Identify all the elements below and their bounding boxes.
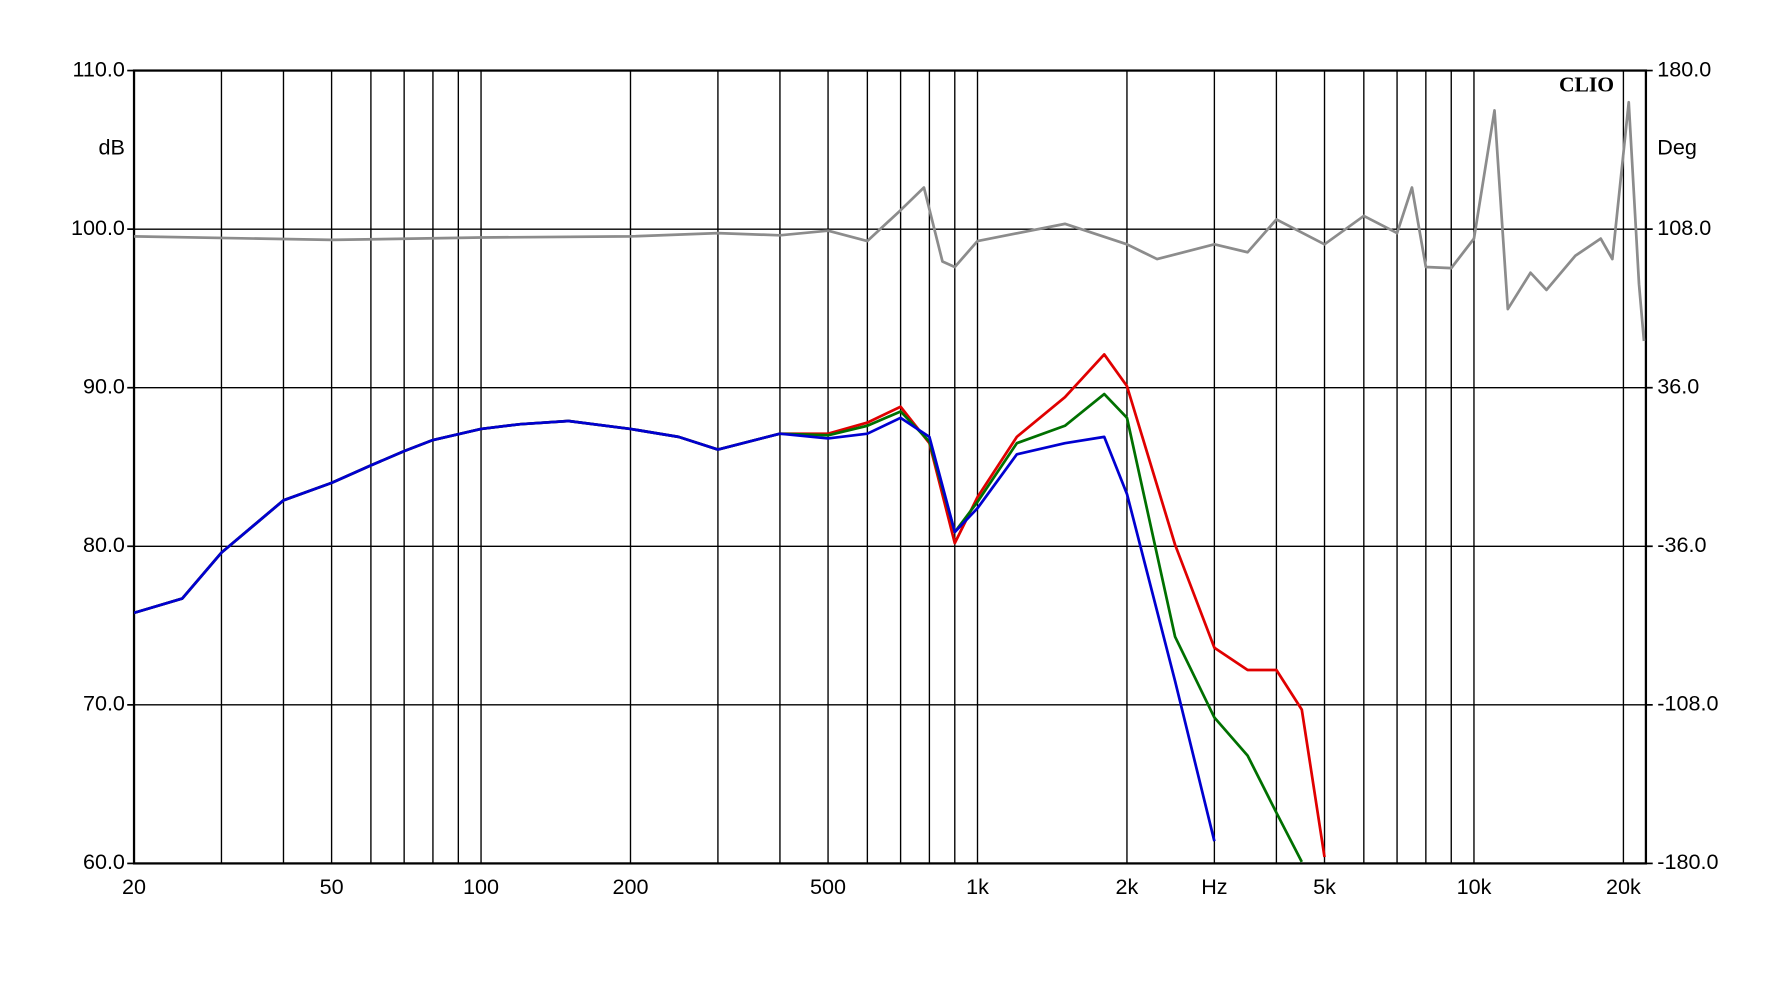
x-tick-label: 50 — [320, 874, 344, 899]
y2-tick-label: -180.0 — [1657, 849, 1718, 874]
y-tick-label: 80.0 — [83, 532, 125, 557]
y2-tick-label: 36.0 — [1657, 373, 1699, 398]
x-tick-label: 100 — [463, 874, 499, 899]
x-tick-label: 5k — [1313, 874, 1336, 899]
x-tick-label: 200 — [612, 874, 648, 899]
y-tick-label: 90.0 — [83, 373, 125, 398]
x-tick-label: 20k — [1606, 874, 1641, 899]
series-line — [134, 416, 1216, 842]
y2-axis-label: Deg — [1657, 135, 1697, 160]
y-tick-label: 60.0 — [83, 849, 125, 874]
x-tick-label: 20 — [122, 874, 146, 899]
y2-tick-label: 180.0 — [1657, 56, 1711, 81]
y2-tick-label: -36.0 — [1657, 532, 1706, 557]
y2-tick-label: 108.0 — [1657, 215, 1711, 240]
y-tick-label: 70.0 — [83, 691, 125, 716]
x-tick-label: 1k — [966, 874, 989, 899]
y-tick-label: 100.0 — [71, 215, 125, 240]
y2-tick-label: -108.0 — [1657, 691, 1718, 716]
y-tick-label: 110.0 — [73, 56, 125, 81]
x-tick-label: 500 — [810, 874, 846, 899]
annotation: CLIO — [1559, 72, 1614, 96]
x-tick-label: Hz — [1201, 874, 1227, 899]
y-axis-label: dB — [99, 135, 125, 160]
x-tick-label: 2k — [1116, 874, 1139, 899]
x-tick-label: 10k — [1457, 874, 1492, 899]
series-line — [134, 100, 1646, 342]
plot-border — [132, 69, 1648, 865]
